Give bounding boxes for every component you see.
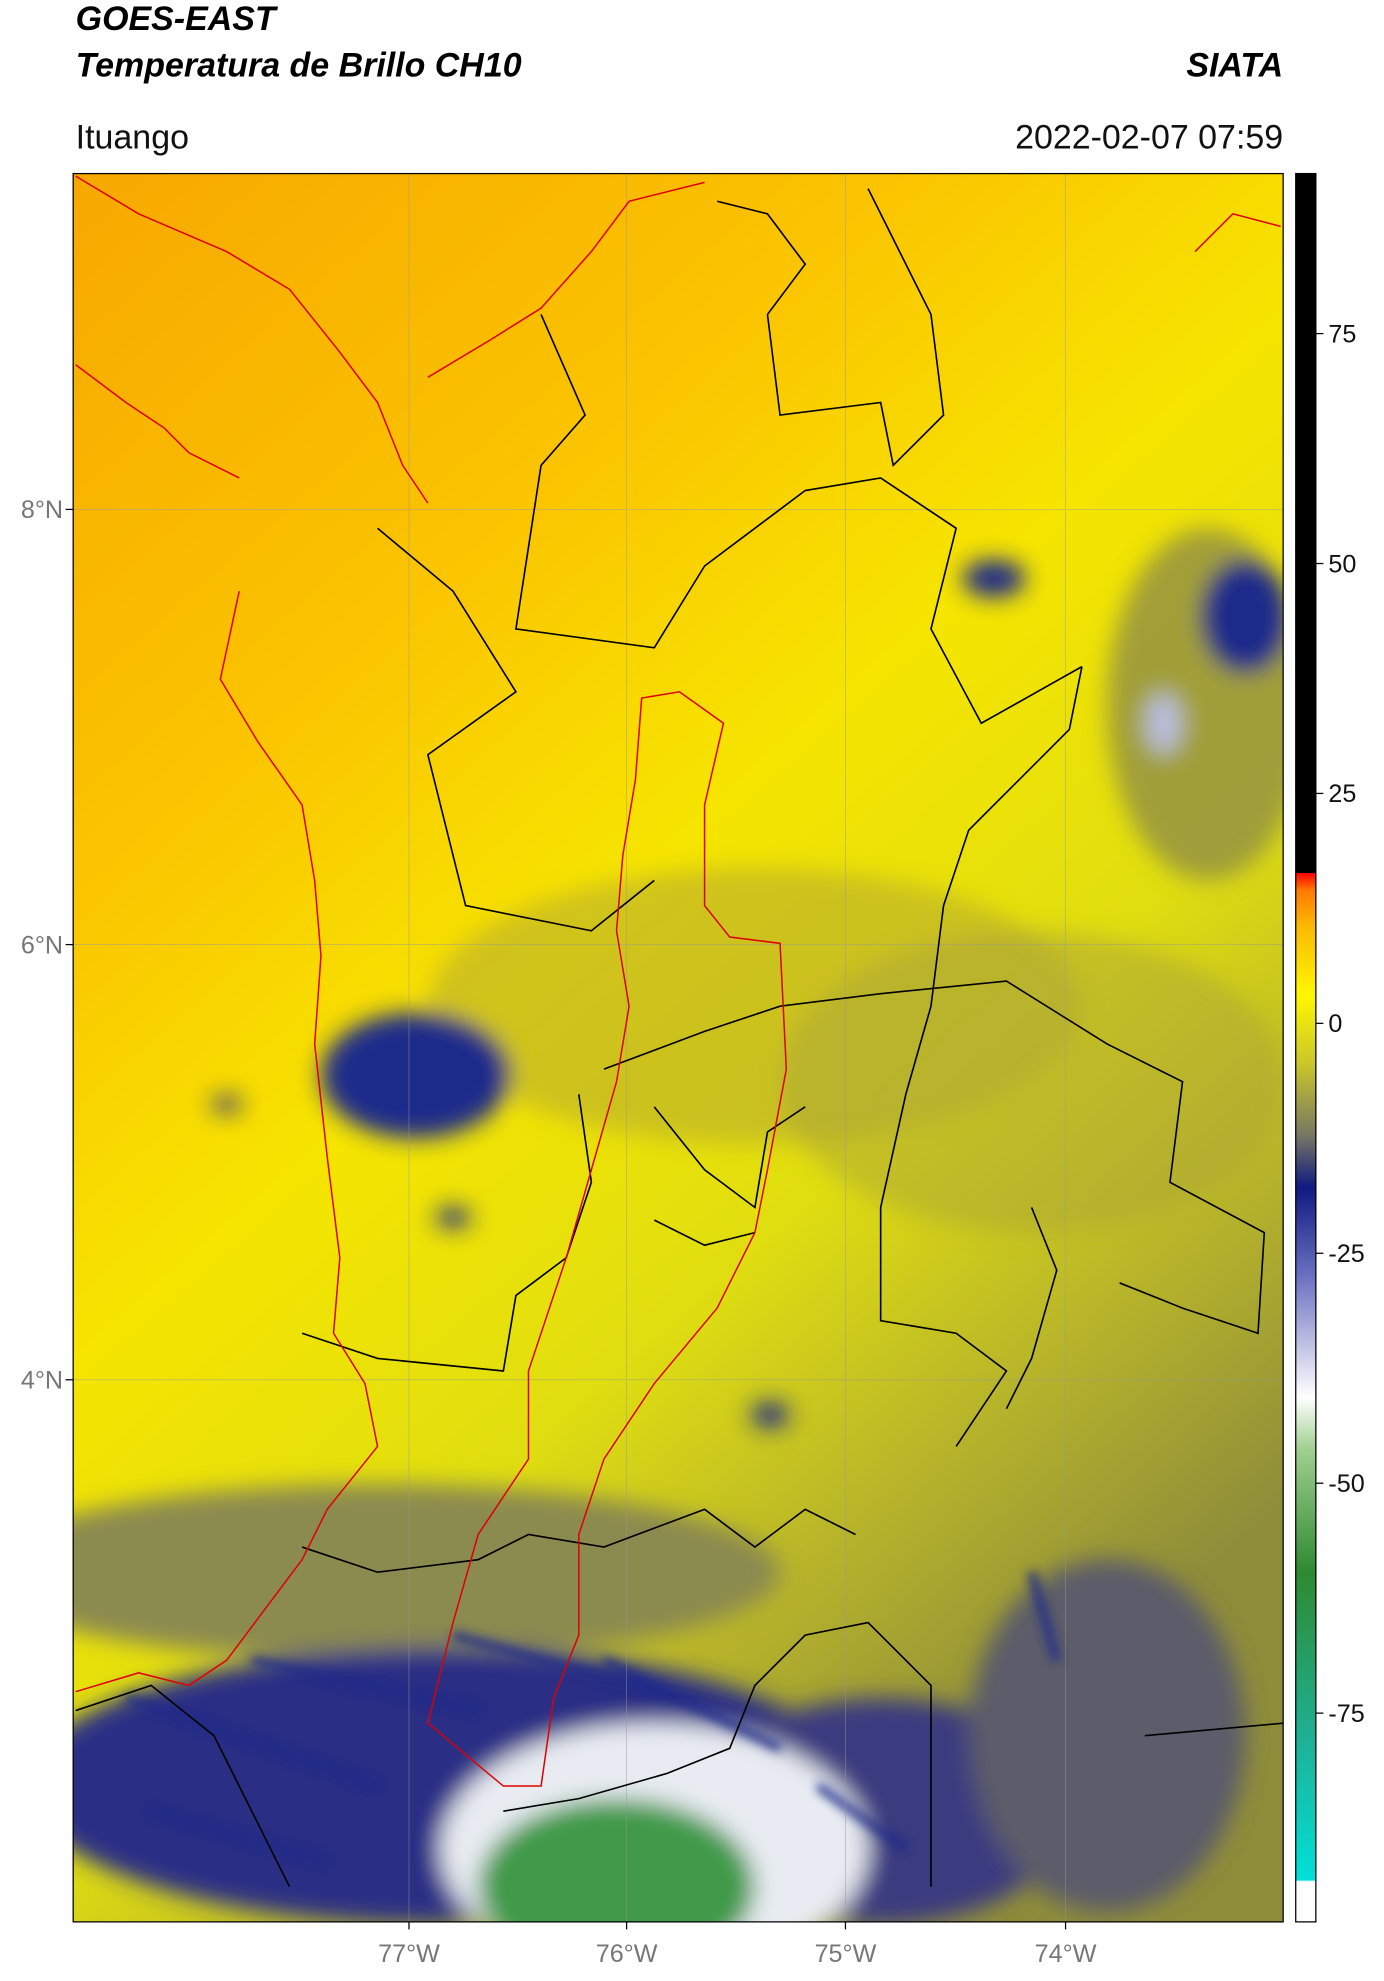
colorbar-tick-label: -25 bbox=[1328, 1240, 1364, 1268]
lon-labels: 77°W 76°W 75°W 74°W bbox=[378, 1921, 1097, 1968]
colorbar-ticks: 75 50 25 0 -25 -50 -75 bbox=[1315, 320, 1365, 1728]
colorbar-tick-label: 50 bbox=[1328, 550, 1356, 578]
admin-borders bbox=[75, 188, 1284, 1888]
lat-label: 8°N bbox=[21, 496, 63, 524]
cloud-field bbox=[73, 528, 1284, 1922]
colorbar-tick-label: 75 bbox=[1328, 320, 1356, 348]
location: Ituango bbox=[76, 118, 189, 156]
lat-label: 4°N bbox=[21, 1367, 63, 1395]
lat-labels: 8°N 6°N 4°N bbox=[21, 496, 74, 1395]
subtitle: Temperatura de Brillo CH10 bbox=[76, 47, 522, 85]
lon-label: 74°W bbox=[1035, 1940, 1097, 1968]
title: GOES-EAST bbox=[76, 0, 279, 38]
lon-label: 77°W bbox=[378, 1940, 440, 1968]
map-frame bbox=[72, 172, 1284, 1923]
colorbar-tick-label: 0 bbox=[1328, 1010, 1342, 1038]
map bbox=[73, 173, 1284, 1922]
coast-and-basin bbox=[75, 175, 1281, 1787]
brand: SIATA bbox=[1186, 47, 1283, 85]
colorbar-tick-label: 25 bbox=[1328, 780, 1356, 808]
lon-label: 75°W bbox=[815, 1940, 877, 1968]
colorbar-tick-label: -75 bbox=[1328, 1700, 1364, 1728]
colorbar-tick-label: -50 bbox=[1328, 1470, 1364, 1498]
datetime: 2022-02-07 07:59 bbox=[1015, 118, 1283, 156]
graticule bbox=[73, 173, 1284, 1922]
lon-label: 76°W bbox=[596, 1940, 658, 1968]
lat-label: 6°N bbox=[21, 931, 63, 959]
colorbar bbox=[1295, 172, 1317, 1923]
